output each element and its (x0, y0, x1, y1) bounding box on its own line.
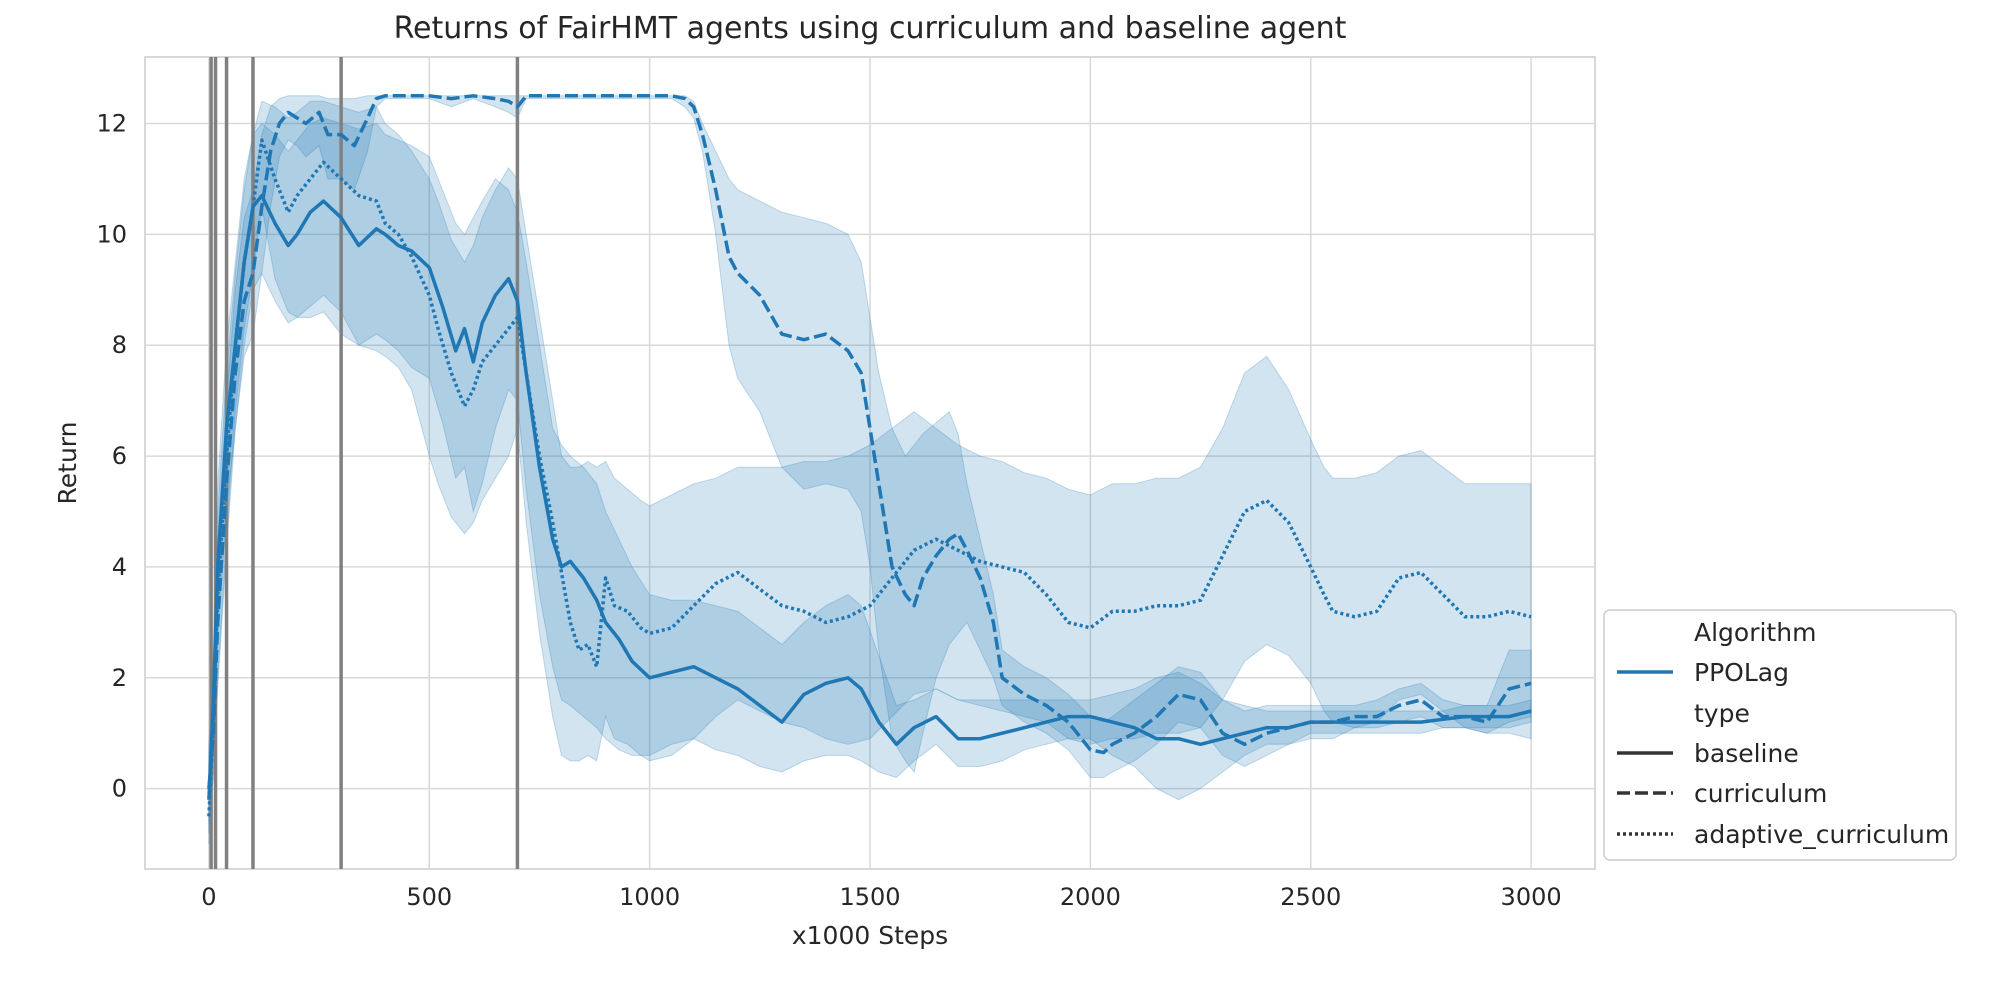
y-tick-label: 0 (112, 775, 127, 803)
y-tick-label: 12 (96, 110, 127, 138)
legend-label-baseline: baseline (1694, 739, 1799, 768)
legend-label-ppolag: PPOLag (1694, 658, 1789, 687)
ci-band-curriculum (208, 95, 1532, 822)
chart-title: Returns of FairHMT agents using curricul… (394, 11, 1347, 46)
x-tick-label: 3000 (1501, 883, 1562, 911)
series-line-curriculum (207, 94, 1532, 789)
legend-header-type: type (1694, 699, 1750, 728)
legend: Algorithm PPOLag type baseline curriculu… (1603, 609, 1957, 861)
y-axis-label: Return (53, 422, 82, 505)
legend-label-curriculum: curriculum (1694, 779, 1827, 808)
tick-layer: 0 500 1000 1500 2000 2500 3000 0 2 4 6 8 10 12 (96, 110, 1561, 911)
y-tick-label: 6 (112, 442, 127, 470)
x-tick-label: 2500 (1280, 883, 1341, 911)
x-axis-label: x1000 Steps (792, 921, 948, 950)
legend-label-adaptive-curriculum: adaptive_curriculum (1694, 820, 1949, 849)
y-tick-label: 4 (112, 553, 127, 581)
legend-header-algorithm: Algorithm (1694, 618, 1816, 647)
x-tick-label: 1000 (619, 883, 680, 911)
line-layer (207, 94, 1532, 817)
x-tick-label: 0 (201, 883, 216, 911)
legend-box (1603, 609, 1957, 861)
x-tick-label: 1500 (839, 883, 900, 911)
y-tick-label: 10 (96, 220, 127, 248)
series-line-baseline (207, 193, 1532, 800)
y-tick-label: 2 (112, 664, 127, 692)
ci-band-adaptive-curriculum (208, 100, 1532, 845)
series-line-adaptive-curriculum (207, 138, 1532, 817)
x-tick-label: 500 (406, 883, 452, 911)
y-tick-label: 8 (112, 331, 127, 359)
x-tick-label: 2000 (1060, 883, 1121, 911)
